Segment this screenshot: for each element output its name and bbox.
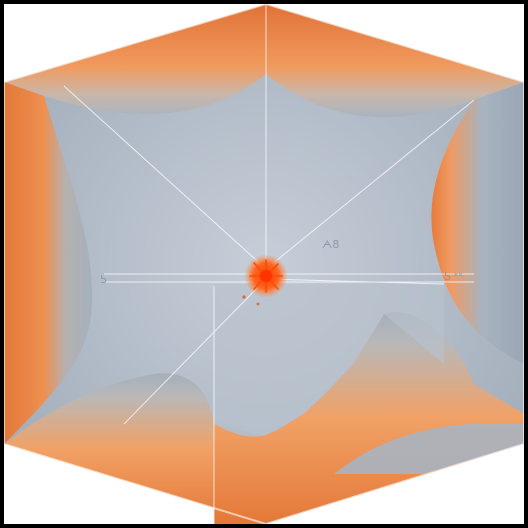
top-face (4, 4, 524, 118)
edge-lines (63, 4, 475, 524)
bottom-right-grey-patch (334, 423, 524, 474)
right-label: ᕊ ᵏᵏ (444, 270, 464, 283)
right-face (431, 82, 524, 364)
inner-panel (214, 284, 444, 436)
bottom-left-face (4, 373, 266, 524)
bottom-right-face (214, 312, 524, 524)
top-right-label: ᗅ8 (322, 238, 339, 251)
image-canvas: ᗅ8 ᕊ ᕊ ᵏᵏ (4, 4, 524, 524)
left-label: ᕊ (100, 273, 107, 286)
central-burst (242, 254, 288, 306)
cube-illustration: ᗅ8 ᕊ ᕊ ᵏᵏ (4, 4, 524, 524)
left-face (4, 82, 93, 444)
